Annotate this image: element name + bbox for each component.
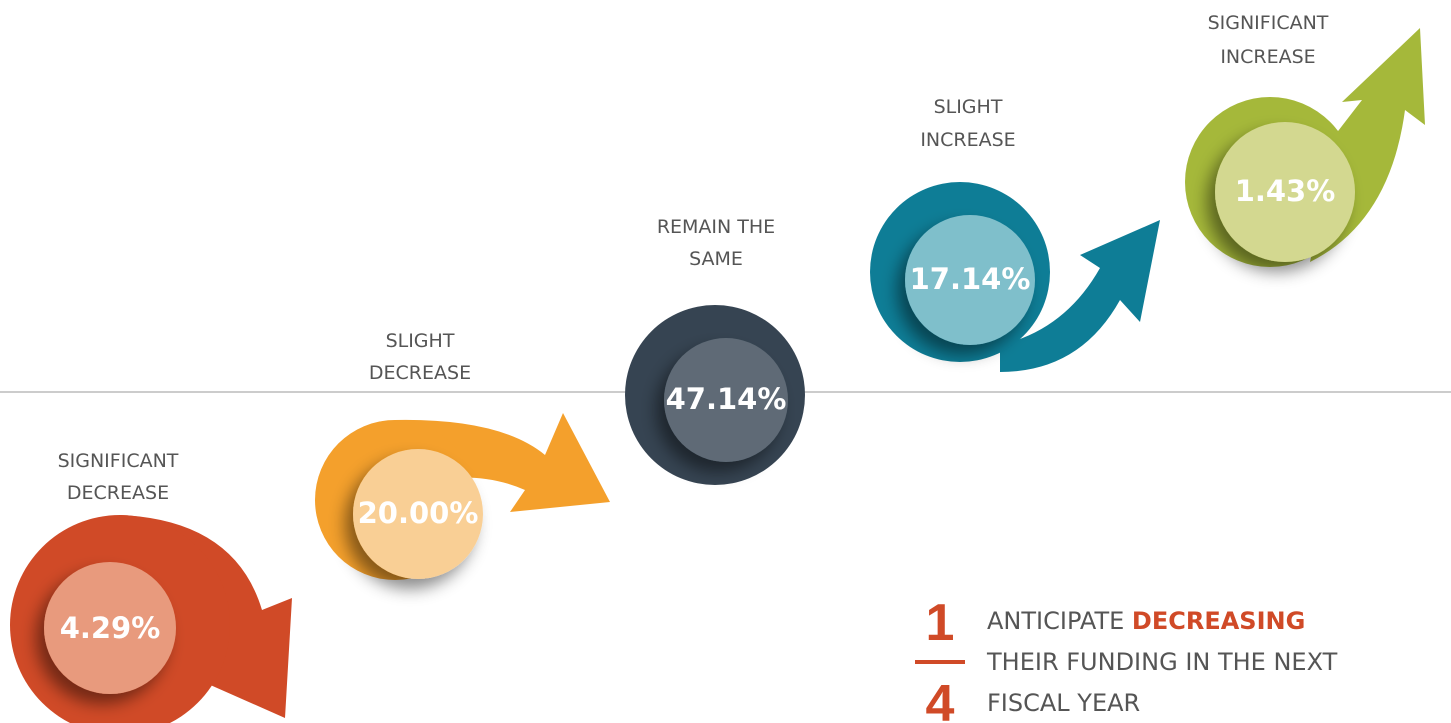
callout-line: FISCAL YEAR (987, 689, 1140, 717)
callout-line: THEIR FUNDING IN THE NEXT (986, 648, 1338, 676)
arrow (1000, 220, 1160, 372)
label-line: SAME (689, 248, 743, 270)
label-line: SLIGHT (386, 330, 455, 352)
inner-circle (44, 562, 176, 694)
callout-emphasis: DECREASING (1132, 607, 1305, 635)
value: 47.14% (666, 382, 787, 416)
label-line: INCREASE (920, 129, 1015, 151)
label-line: DECREASE (67, 482, 169, 504)
label-line: INCREASE (1220, 46, 1315, 68)
label-line: REMAIN THE (657, 216, 775, 238)
label-line: DECREASE (369, 362, 471, 384)
value: 4.29% (60, 611, 161, 645)
label-line: SLIGHT (934, 96, 1003, 118)
callout-line: ANTICIPATE DECREASING (987, 607, 1305, 635)
label-line: SIGNIFICANT (1208, 12, 1329, 34)
value: 20.00% (358, 496, 479, 530)
inner-circle (905, 215, 1035, 345)
value: 1.43% (1235, 174, 1336, 208)
inner-circle (353, 449, 483, 579)
label-line: SIGNIFICANT (58, 450, 179, 472)
value: 17.14% (910, 262, 1031, 296)
fraction-denominator: 4 (926, 675, 955, 723)
callout-lead: ANTICIPATE (987, 607, 1124, 635)
inner-circle (664, 338, 788, 462)
arrow (395, 413, 610, 512)
inner-circle (1215, 122, 1355, 262)
fraction-numerator: 1 (926, 594, 955, 652)
